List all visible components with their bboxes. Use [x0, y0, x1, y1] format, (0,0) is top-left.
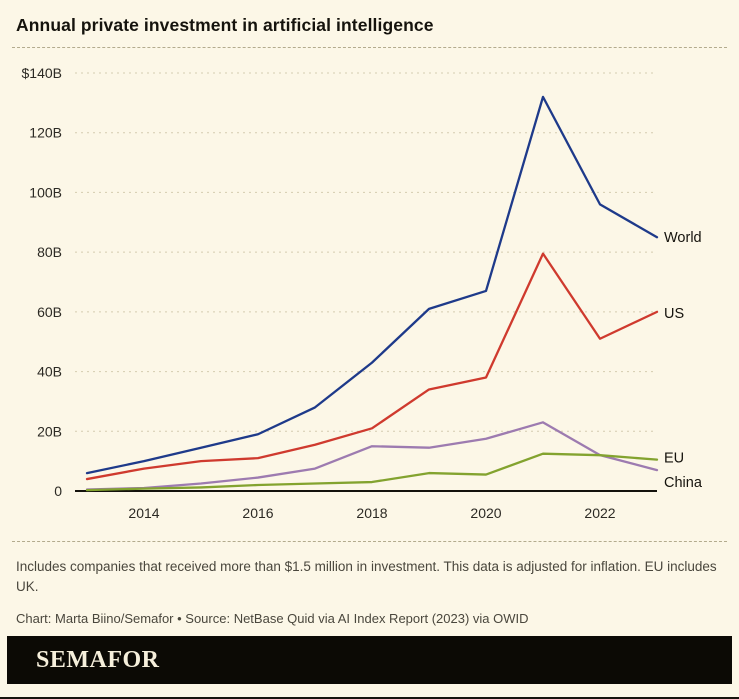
svg-text:100B: 100B: [29, 184, 62, 200]
svg-text:China: China: [664, 475, 703, 491]
page-title: Annual private investment in artificial …: [16, 15, 434, 35]
svg-text:2022: 2022: [584, 505, 615, 521]
svg-text:120B: 120B: [29, 125, 62, 141]
semafor-logo: SEMAFOR: [36, 646, 160, 673]
chart-area: 0 20B 40B 60B 80B 100B 120B $140B 2014 2016 2018 20…: [0, 56, 739, 541]
svg-text:80B: 80B: [37, 244, 62, 260]
footer-divider: [12, 541, 727, 542]
chart-svg: 0 20B 40B 60B 80B 100B 120B $140B 2014 2016 2018 20…: [22, 65, 703, 521]
bottom-edge-line: [0, 697, 739, 699]
svg-text:$140B: $140B: [22, 65, 62, 81]
svg-text:2018: 2018: [356, 505, 387, 521]
svg-text:0: 0: [54, 483, 62, 499]
svg-text:US: US: [664, 306, 684, 322]
chart-footnote: Includes companies that received more th…: [16, 559, 717, 595]
svg-text:2016: 2016: [242, 505, 273, 521]
svg-text:2014: 2014: [128, 505, 159, 521]
top-divider: [12, 47, 727, 48]
svg-text:40B: 40B: [37, 364, 62, 380]
semafor-logo-bar: SEMAFOR: [7, 636, 732, 684]
svg-text:20B: 20B: [37, 423, 62, 439]
svg-text:2020: 2020: [470, 505, 501, 521]
svg-text:EU: EU: [664, 451, 684, 467]
svg-text:World: World: [664, 230, 702, 246]
chart-credit: Chart: Marta Biino/Semafor • Source: Net…: [16, 610, 529, 626]
svg-text:60B: 60B: [37, 304, 62, 320]
